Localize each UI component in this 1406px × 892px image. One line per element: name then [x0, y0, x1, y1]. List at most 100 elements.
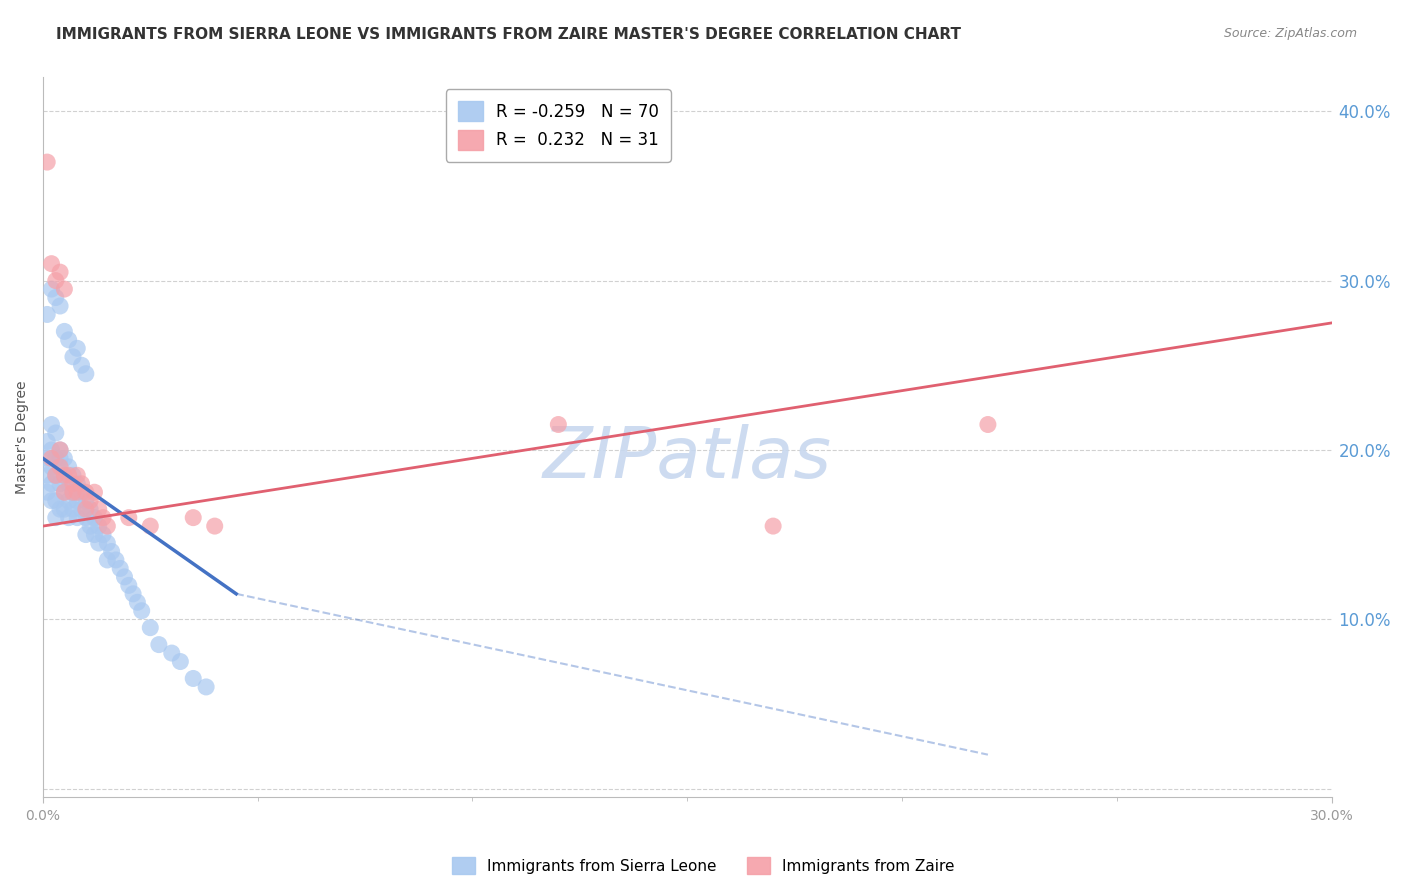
Point [53, 282, 76, 296]
Point [58, 333, 80, 347]
Point [104, 553, 127, 567]
Point [91, 510, 114, 524]
Point [70, 476, 93, 491]
Point [53, 451, 76, 466]
Point [37, 468, 59, 483]
Point [139, 621, 162, 635]
Point [79, 493, 101, 508]
Point [160, 646, 183, 660]
Point [41, 257, 63, 271]
Point [75, 485, 97, 500]
Point [41, 282, 63, 296]
Point [49, 442, 72, 457]
Point [127, 595, 149, 609]
Point [49, 265, 72, 279]
Point [41, 476, 63, 491]
Point [108, 561, 131, 575]
Text: Source: ZipAtlas.com: Source: ZipAtlas.com [1223, 27, 1357, 40]
Point [181, 510, 204, 524]
Point [118, 510, 141, 524]
Point [75, 367, 97, 381]
Point [41, 442, 63, 457]
Point [62, 502, 84, 516]
Point [70, 502, 93, 516]
Point [62, 468, 84, 483]
Point [49, 299, 72, 313]
Point [49, 476, 72, 491]
Point [41, 417, 63, 432]
Point [547, 417, 569, 432]
Point [66, 476, 89, 491]
Point [66, 468, 89, 483]
Point [75, 510, 97, 524]
Point [58, 493, 80, 508]
Point [58, 476, 80, 491]
Point [131, 604, 153, 618]
Point [49, 451, 72, 466]
Point [83, 510, 105, 524]
Point [37, 155, 59, 169]
Point [977, 417, 1000, 432]
Point [87, 536, 110, 550]
Point [83, 485, 105, 500]
Point [62, 485, 84, 500]
Point [62, 476, 84, 491]
Point [45, 468, 67, 483]
Point [204, 519, 226, 533]
Point [75, 527, 97, 541]
Point [45, 510, 67, 524]
Point [45, 493, 67, 508]
Point [37, 485, 59, 500]
Point [41, 493, 63, 508]
Y-axis label: Master's Degree: Master's Degree [15, 381, 30, 494]
Point [148, 638, 170, 652]
Point [75, 493, 97, 508]
Point [181, 672, 204, 686]
Point [66, 341, 89, 355]
Point [37, 308, 59, 322]
Point [62, 485, 84, 500]
Point [37, 434, 59, 449]
Point [139, 519, 162, 533]
Point [53, 325, 76, 339]
Point [118, 578, 141, 592]
Point [53, 468, 76, 483]
Point [41, 451, 63, 466]
Point [45, 291, 67, 305]
Point [45, 468, 67, 483]
Text: ZIPatlas: ZIPatlas [543, 425, 832, 493]
Point [75, 502, 97, 516]
Point [96, 519, 118, 533]
Point [96, 553, 118, 567]
Point [100, 544, 122, 558]
Point [66, 485, 89, 500]
Point [37, 451, 59, 466]
Point [114, 570, 136, 584]
Point [45, 451, 67, 466]
Point [70, 485, 93, 500]
Point [53, 502, 76, 516]
Point [58, 510, 80, 524]
Point [66, 510, 89, 524]
Legend: R = -0.259   N = 70, R =  0.232   N = 31: R = -0.259 N = 70, R = 0.232 N = 31 [446, 89, 671, 161]
Point [53, 468, 76, 483]
Point [169, 655, 191, 669]
Point [62, 350, 84, 364]
Point [49, 459, 72, 474]
Point [96, 536, 118, 550]
Point [53, 485, 76, 500]
Point [45, 274, 67, 288]
Point [195, 680, 218, 694]
Point [53, 485, 76, 500]
Point [87, 502, 110, 516]
Point [79, 502, 101, 516]
Point [70, 358, 93, 372]
Point [79, 519, 101, 533]
Point [49, 502, 72, 516]
Text: IMMIGRANTS FROM SIERRA LEONE VS IMMIGRANTS FROM ZAIRE MASTER'S DEGREE CORRELATIO: IMMIGRANTS FROM SIERRA LEONE VS IMMIGRAN… [56, 27, 962, 42]
Point [66, 493, 89, 508]
Legend: Immigrants from Sierra Leone, Immigrants from Zaire: Immigrants from Sierra Leone, Immigrants… [446, 851, 960, 880]
Point [45, 425, 67, 440]
Point [122, 587, 145, 601]
Point [41, 459, 63, 474]
